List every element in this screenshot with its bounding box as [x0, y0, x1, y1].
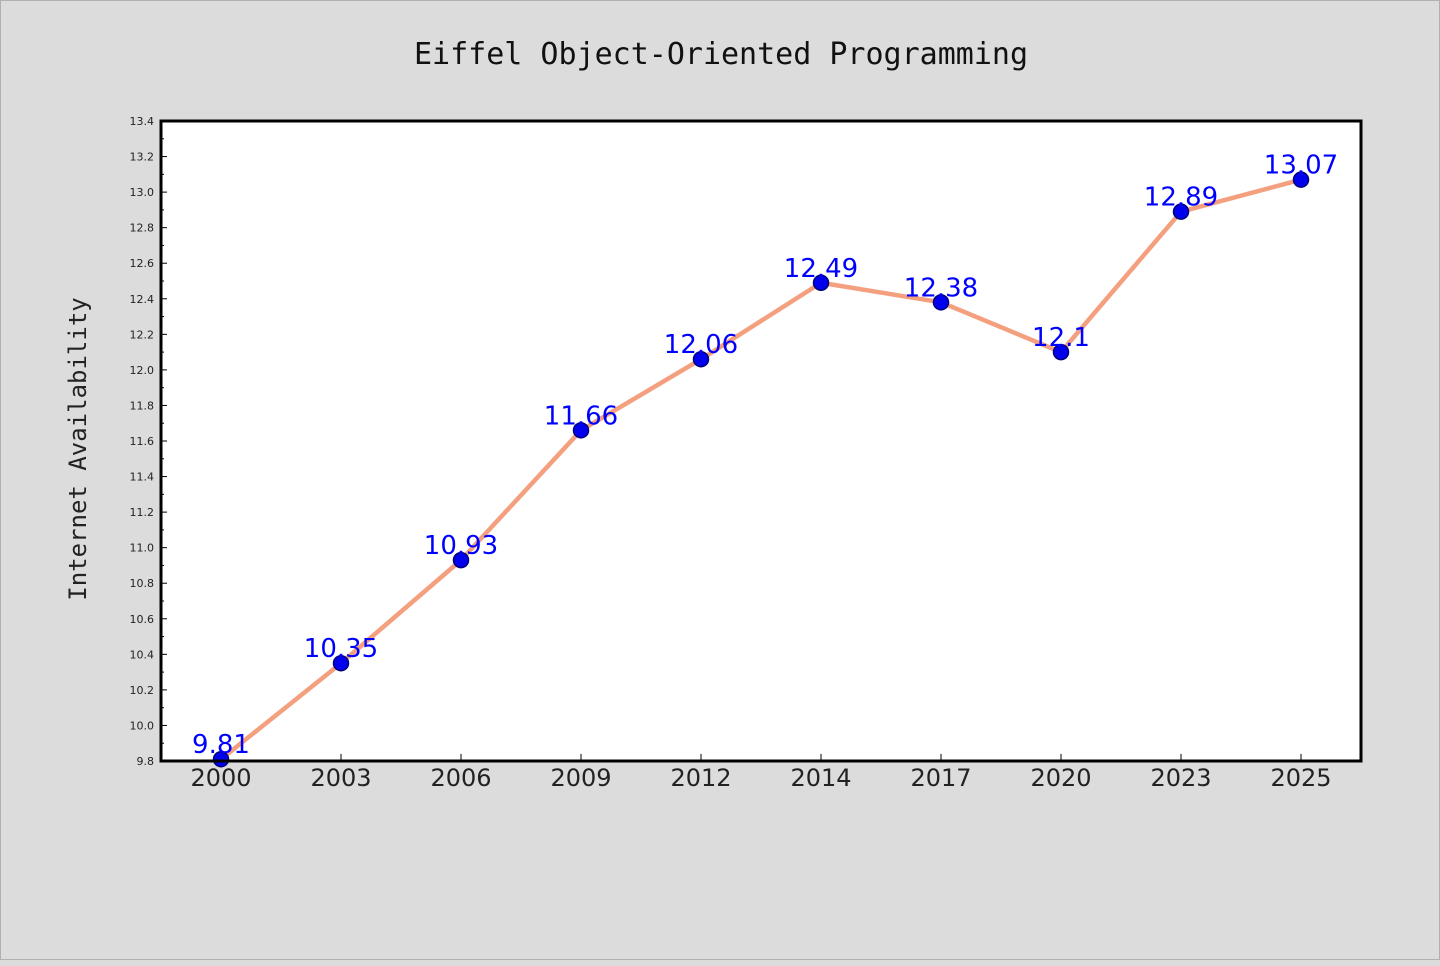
y-tick-label: 12.4 — [130, 293, 155, 306]
y-tick-label: 12.0 — [130, 364, 155, 377]
x-tick-label: 2006 — [430, 764, 491, 792]
x-tick-label: 2014 — [790, 764, 851, 792]
x-tick-label: 2020 — [1030, 764, 1091, 792]
y-tick-label: 10.2 — [130, 684, 155, 697]
x-tick-label: 2012 — [670, 764, 731, 792]
data-label: 12.06 — [664, 330, 738, 360]
series-layer — [212, 171, 1310, 768]
x-tick-label: 2017 — [910, 764, 971, 792]
y-tick-label: 11.6 — [130, 435, 155, 448]
x-tick-label: 2003 — [310, 764, 371, 792]
data-point — [692, 350, 710, 368]
y-axis-label: Internet Availability — [64, 297, 92, 600]
x-tick-label: 2025 — [1270, 764, 1331, 792]
data-label: 10.93 — [424, 531, 498, 561]
data-label: 10.35 — [304, 634, 378, 664]
x-tick-label: 2023 — [1150, 764, 1211, 792]
data-point — [1172, 203, 1190, 220]
data-point — [1052, 343, 1070, 361]
data-label: 13.07 — [1264, 151, 1338, 181]
x-tick-label: 2009 — [550, 764, 611, 792]
y-tick-label: 9.8 — [137, 755, 155, 768]
data-point — [572, 422, 590, 439]
data-point — [1292, 171, 1310, 188]
y-tick-label: 11.8 — [130, 399, 155, 412]
data-point — [932, 294, 950, 311]
y-tick-label: 10.4 — [130, 648, 155, 661]
y-tick-label: 12.8 — [130, 222, 155, 235]
y-tick-label: 10.6 — [130, 613, 155, 626]
axis-ticks: 9.8 10.0 10.2 10.4 10.6 10.8 11.0 11.2 11.4 11.6 1… — [130, 115, 1332, 792]
y-tick-label: 10.0 — [130, 719, 155, 732]
x-tick-label: 2000 — [190, 764, 251, 792]
data-label: 12.89 — [1144, 183, 1218, 213]
data-label: 9.81 — [192, 730, 250, 760]
plot-area — [161, 121, 1361, 761]
data-label: 12.1 — [1032, 323, 1090, 353]
data-point — [332, 654, 350, 672]
chart-title: Eiffel Object-Oriented Programming — [414, 37, 1028, 72]
data-point — [212, 750, 230, 768]
series-line — [218, 177, 1304, 762]
y-tick-label: 12.2 — [130, 328, 155, 341]
y-tick-label: 12.6 — [130, 257, 155, 270]
plot-frame — [159, 119, 1363, 763]
data-label: 12.49 — [784, 254, 858, 284]
data-labels: 9.81 10.35 10.93 11.66 12.06 12.49 12.38 12.1 12… — [192, 151, 1338, 761]
y-tick-label: 11.2 — [130, 506, 155, 519]
y-tick-label: 10.8 — [130, 577, 155, 590]
y-tick-label: 13.2 — [130, 151, 155, 164]
y-tick-label: 11.0 — [130, 542, 155, 555]
data-label: 11.66 — [544, 401, 618, 431]
data-label: 12.38 — [904, 273, 978, 303]
y-tick-label: 11.4 — [130, 471, 155, 484]
data-point — [812, 274, 830, 292]
data-point — [452, 551, 470, 569]
y-tick-label: 13.4 — [130, 115, 155, 128]
y-tick-label: 13.0 — [130, 186, 155, 199]
